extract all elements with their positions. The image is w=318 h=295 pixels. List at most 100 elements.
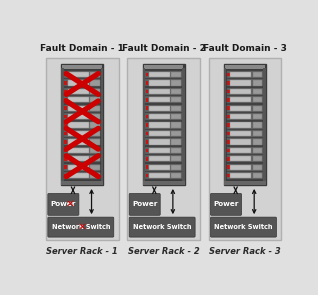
Text: Server Rack - 3: Server Rack - 3 bbox=[209, 247, 281, 256]
Bar bbox=[252, 72, 262, 77]
FancyBboxPatch shape bbox=[129, 217, 195, 237]
Bar bbox=[227, 165, 230, 169]
Bar bbox=[171, 72, 181, 77]
Bar bbox=[145, 138, 182, 145]
Bar bbox=[149, 97, 170, 102]
Bar bbox=[231, 173, 252, 178]
Bar bbox=[65, 140, 67, 144]
Bar bbox=[65, 90, 67, 93]
Bar bbox=[64, 122, 100, 129]
Bar bbox=[146, 132, 149, 135]
Bar bbox=[68, 72, 89, 77]
Bar bbox=[61, 181, 103, 185]
Bar bbox=[252, 80, 262, 86]
Bar bbox=[90, 131, 100, 136]
Bar bbox=[65, 115, 67, 118]
Bar bbox=[231, 97, 252, 102]
Bar bbox=[146, 149, 149, 152]
Bar bbox=[64, 164, 100, 171]
Bar bbox=[90, 80, 100, 86]
Bar bbox=[65, 98, 67, 101]
Bar bbox=[171, 173, 181, 178]
Bar bbox=[90, 114, 100, 119]
Bar bbox=[227, 98, 230, 101]
Bar bbox=[149, 72, 170, 77]
Bar bbox=[231, 80, 252, 86]
Bar bbox=[252, 139, 262, 145]
Bar bbox=[231, 72, 252, 77]
Bar bbox=[142, 181, 185, 185]
Bar bbox=[171, 131, 181, 136]
Bar bbox=[224, 63, 266, 185]
Bar bbox=[252, 156, 262, 161]
Bar bbox=[90, 148, 100, 153]
Bar bbox=[252, 97, 262, 102]
Bar bbox=[224, 68, 226, 182]
Bar bbox=[227, 155, 263, 162]
FancyBboxPatch shape bbox=[211, 194, 242, 215]
Bar bbox=[68, 89, 89, 94]
Bar bbox=[64, 71, 100, 78]
Bar bbox=[227, 132, 230, 135]
Bar bbox=[62, 65, 102, 69]
Bar bbox=[90, 89, 100, 94]
Bar bbox=[146, 174, 149, 177]
Bar bbox=[145, 172, 182, 179]
Bar bbox=[145, 147, 182, 154]
Bar bbox=[252, 173, 262, 178]
Text: Power: Power bbox=[51, 201, 76, 207]
Bar bbox=[90, 122, 100, 128]
Bar bbox=[171, 114, 181, 119]
FancyBboxPatch shape bbox=[211, 217, 276, 237]
Bar bbox=[145, 71, 182, 78]
Bar bbox=[146, 90, 149, 93]
Bar bbox=[142, 68, 145, 182]
Bar bbox=[68, 156, 89, 161]
Bar bbox=[227, 79, 263, 86]
Bar bbox=[171, 148, 181, 153]
Bar bbox=[149, 156, 170, 161]
Bar bbox=[231, 165, 252, 170]
Text: Network Switch: Network Switch bbox=[133, 224, 191, 230]
Bar bbox=[227, 90, 230, 93]
Text: ✕: ✕ bbox=[66, 199, 74, 209]
Bar bbox=[65, 73, 67, 76]
Bar bbox=[227, 115, 230, 118]
Bar bbox=[227, 164, 263, 171]
Bar bbox=[65, 132, 67, 135]
Bar bbox=[171, 122, 181, 128]
Bar bbox=[149, 131, 170, 136]
Bar bbox=[146, 165, 149, 169]
Text: ✕: ✕ bbox=[78, 222, 86, 232]
Bar bbox=[231, 122, 252, 128]
Bar bbox=[227, 172, 263, 179]
Bar bbox=[65, 149, 67, 152]
Bar bbox=[171, 156, 181, 161]
Bar bbox=[68, 139, 89, 145]
Bar bbox=[227, 71, 263, 78]
Bar bbox=[64, 138, 100, 145]
Bar bbox=[146, 98, 149, 101]
FancyBboxPatch shape bbox=[129, 194, 160, 215]
Bar bbox=[227, 81, 230, 85]
Bar bbox=[65, 106, 67, 110]
Bar bbox=[252, 114, 262, 119]
Text: Fault Domain - 3: Fault Domain - 3 bbox=[203, 44, 287, 53]
Bar bbox=[171, 80, 181, 86]
Bar bbox=[65, 81, 67, 85]
Bar bbox=[145, 130, 182, 137]
Bar bbox=[64, 96, 100, 103]
Bar bbox=[64, 105, 100, 112]
Text: Network Switch: Network Switch bbox=[214, 224, 273, 230]
Bar bbox=[90, 72, 100, 77]
Bar bbox=[68, 148, 89, 153]
Bar bbox=[68, 131, 89, 136]
Bar bbox=[68, 165, 89, 170]
Bar bbox=[171, 139, 181, 145]
Bar bbox=[182, 68, 185, 182]
Bar bbox=[64, 79, 100, 86]
FancyBboxPatch shape bbox=[46, 58, 119, 240]
Bar bbox=[146, 157, 149, 160]
Bar bbox=[64, 88, 100, 95]
Bar bbox=[227, 149, 230, 152]
